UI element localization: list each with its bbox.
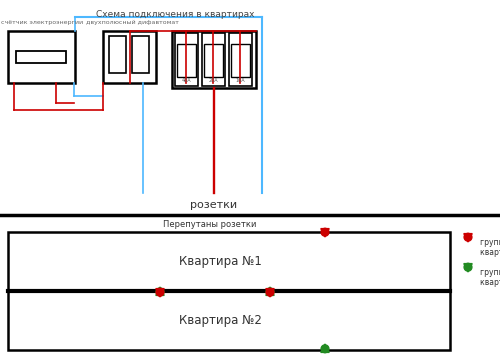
Circle shape	[266, 288, 274, 296]
Text: Квартира №1: Квартира №1	[178, 255, 262, 268]
Polygon shape	[266, 287, 274, 295]
Text: 16А: 16А	[236, 78, 246, 83]
Polygon shape	[266, 289, 274, 297]
Bar	[229, 33, 252, 86]
Polygon shape	[156, 289, 164, 297]
Bar	[109, 36, 126, 73]
Text: 40А: 40А	[182, 78, 192, 83]
Text: группа розеток
квартиры №2: группа розеток квартиры №2	[480, 268, 500, 287]
Circle shape	[266, 288, 274, 296]
Circle shape	[464, 233, 472, 241]
Bar	[175, 33, 198, 86]
Text: 20А: 20А	[208, 78, 218, 83]
Bar	[172, 31, 256, 88]
Text: группа розеток
квартиры №1: группа розеток квартиры №1	[480, 238, 500, 257]
Bar	[103, 31, 156, 83]
Polygon shape	[156, 287, 164, 295]
Circle shape	[156, 288, 164, 296]
Text: Перепутаны розетки: Перепутаны розетки	[164, 220, 256, 229]
Polygon shape	[321, 229, 329, 237]
Text: счётчик электроэнергии: счётчик электроэнергии	[1, 20, 83, 25]
Bar	[8, 31, 75, 83]
Bar	[16, 51, 66, 63]
Polygon shape	[321, 344, 329, 352]
Text: Схема подключения в квартирах: Схема подключения в квартирах	[96, 10, 254, 19]
Text: Квартира №2: Квартира №2	[178, 314, 262, 327]
Bar	[132, 36, 149, 73]
Polygon shape	[464, 263, 472, 272]
Bar	[8, 232, 450, 350]
Circle shape	[321, 345, 329, 353]
Text: розетки: розетки	[190, 200, 238, 210]
Bar	[231, 44, 250, 77]
Circle shape	[321, 228, 329, 236]
Bar	[202, 33, 225, 86]
Bar	[177, 44, 196, 77]
Bar	[204, 44, 223, 77]
Text: двухполюсный дифавтомат: двухполюсный дифавтомат	[86, 20, 178, 25]
Circle shape	[464, 263, 472, 271]
Circle shape	[156, 288, 164, 296]
Polygon shape	[464, 234, 472, 242]
